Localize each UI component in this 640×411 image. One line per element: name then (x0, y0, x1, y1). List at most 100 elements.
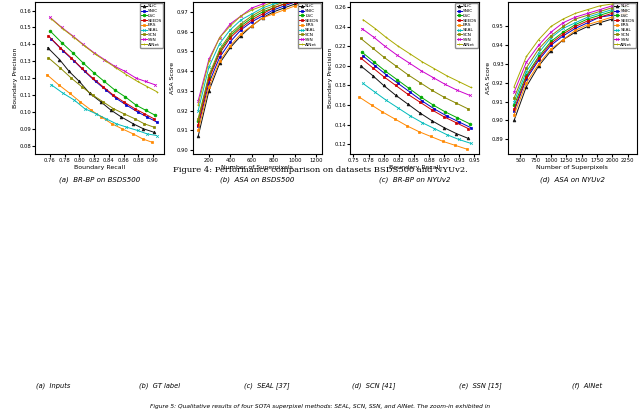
SCN (596, 9, 604, 14)
Text: (a)  BR-BP on BSDS500: (a) BR-BP on BSDS500 (59, 177, 140, 183)
SNIC (596, 15, 604, 20)
ERS (195, 128, 202, 133)
SSN (195, 98, 202, 103)
Text: (f)  AINet: (f) AINet (572, 382, 602, 389)
SCN (99, 99, 107, 104)
ERS (451, 143, 459, 148)
ERS (259, 15, 266, 20)
LSC (358, 50, 365, 55)
AINet (123, 72, 131, 77)
SSN (248, 5, 255, 10)
ERS (97, 115, 105, 120)
ERS (390, 116, 398, 121)
Text: (d)  SCN [41]: (d) SCN [41] (351, 382, 395, 389)
ERS (76, 99, 84, 104)
SLiC (291, 2, 299, 7)
LSC (237, 23, 245, 28)
AINet (621, 0, 628, 5)
LSC (205, 75, 212, 80)
SSN (269, 0, 277, 2)
SCN (609, 5, 616, 10)
SLiC (195, 134, 202, 139)
SEAL (102, 116, 109, 121)
SEAL (510, 99, 518, 104)
LSC (381, 68, 388, 73)
LSC (100, 79, 108, 84)
SCN (67, 76, 75, 81)
SSN (79, 42, 87, 47)
SCN (248, 14, 255, 18)
LSC (466, 121, 474, 126)
SCN (547, 33, 555, 38)
SCN (357, 36, 365, 41)
ERS (139, 136, 147, 141)
Line: AINet: AINet (362, 18, 472, 89)
SEEDS (369, 65, 376, 70)
AINet (406, 52, 414, 57)
ERS (237, 31, 245, 36)
SNIC (195, 124, 202, 129)
SEAL (92, 111, 99, 116)
ERS (379, 109, 387, 114)
Line: LSC: LSC (196, 0, 317, 122)
LSC (291, 0, 299, 2)
SEAL (259, 5, 266, 10)
SCN (522, 65, 530, 70)
LSC (442, 109, 449, 114)
SEAL (81, 106, 88, 111)
SNIC (259, 14, 266, 18)
SNIC (123, 103, 131, 108)
SNIC (143, 115, 151, 120)
SLiC (129, 121, 137, 126)
Line: ERS: ERS (45, 73, 154, 144)
Line: SSN: SSN (196, 0, 317, 102)
AINet (259, 4, 266, 9)
ERS (248, 23, 255, 28)
SCN (150, 125, 157, 129)
SLiC (609, 16, 616, 21)
SLiC (357, 63, 365, 68)
LSC (429, 103, 437, 108)
SSN (227, 21, 234, 26)
SEEDS (259, 12, 266, 16)
SEEDS (572, 24, 579, 29)
LSC (547, 39, 555, 44)
SSN (216, 35, 223, 40)
ERS (559, 37, 567, 42)
SEEDS (280, 2, 288, 7)
SLiC (248, 23, 255, 28)
SSN (370, 35, 378, 40)
SSN (417, 68, 425, 73)
LSC (46, 28, 54, 33)
SEEDS (77, 65, 85, 70)
LSC (151, 113, 159, 118)
ERS (129, 132, 137, 136)
SNIC (81, 69, 88, 74)
SLiC (150, 130, 157, 135)
SNIC (248, 19, 255, 24)
ERS (269, 12, 277, 16)
ERS (118, 126, 126, 131)
SCN (621, 3, 628, 8)
SEEDS (131, 106, 138, 111)
SCN (380, 55, 387, 60)
SEEDS (357, 55, 365, 60)
SEEDS (584, 18, 591, 23)
SEAL (60, 91, 67, 96)
Legend: SLiC, SNIC, LSC, SEEDS, ERS, SEAL, SCN, SSN, AINet: SLiC, SNIC, LSC, SEEDS, ERS, SEAL, SCN, … (455, 3, 478, 48)
AINet (269, 0, 277, 5)
SEAL (547, 35, 555, 40)
SSN (205, 57, 212, 62)
SLiC (56, 57, 63, 62)
SLiC (369, 73, 376, 78)
LSC (417, 95, 425, 100)
X-axis label: Number of Superpixels: Number of Superpixels (221, 165, 293, 170)
Legend: SLiC, SNIC, LSC, SEEDS, ERS, SEAL, SCN, SSN, AINet: SLiC, SNIC, LSC, SEEDS, ERS, SEAL, SCN, … (298, 3, 321, 48)
SEEDS (67, 55, 75, 60)
Line: SLiC: SLiC (46, 46, 155, 134)
SCN (440, 95, 448, 100)
SNIC (522, 76, 530, 81)
SSN (510, 90, 518, 95)
LSC (393, 77, 401, 82)
ERS (301, 0, 309, 5)
